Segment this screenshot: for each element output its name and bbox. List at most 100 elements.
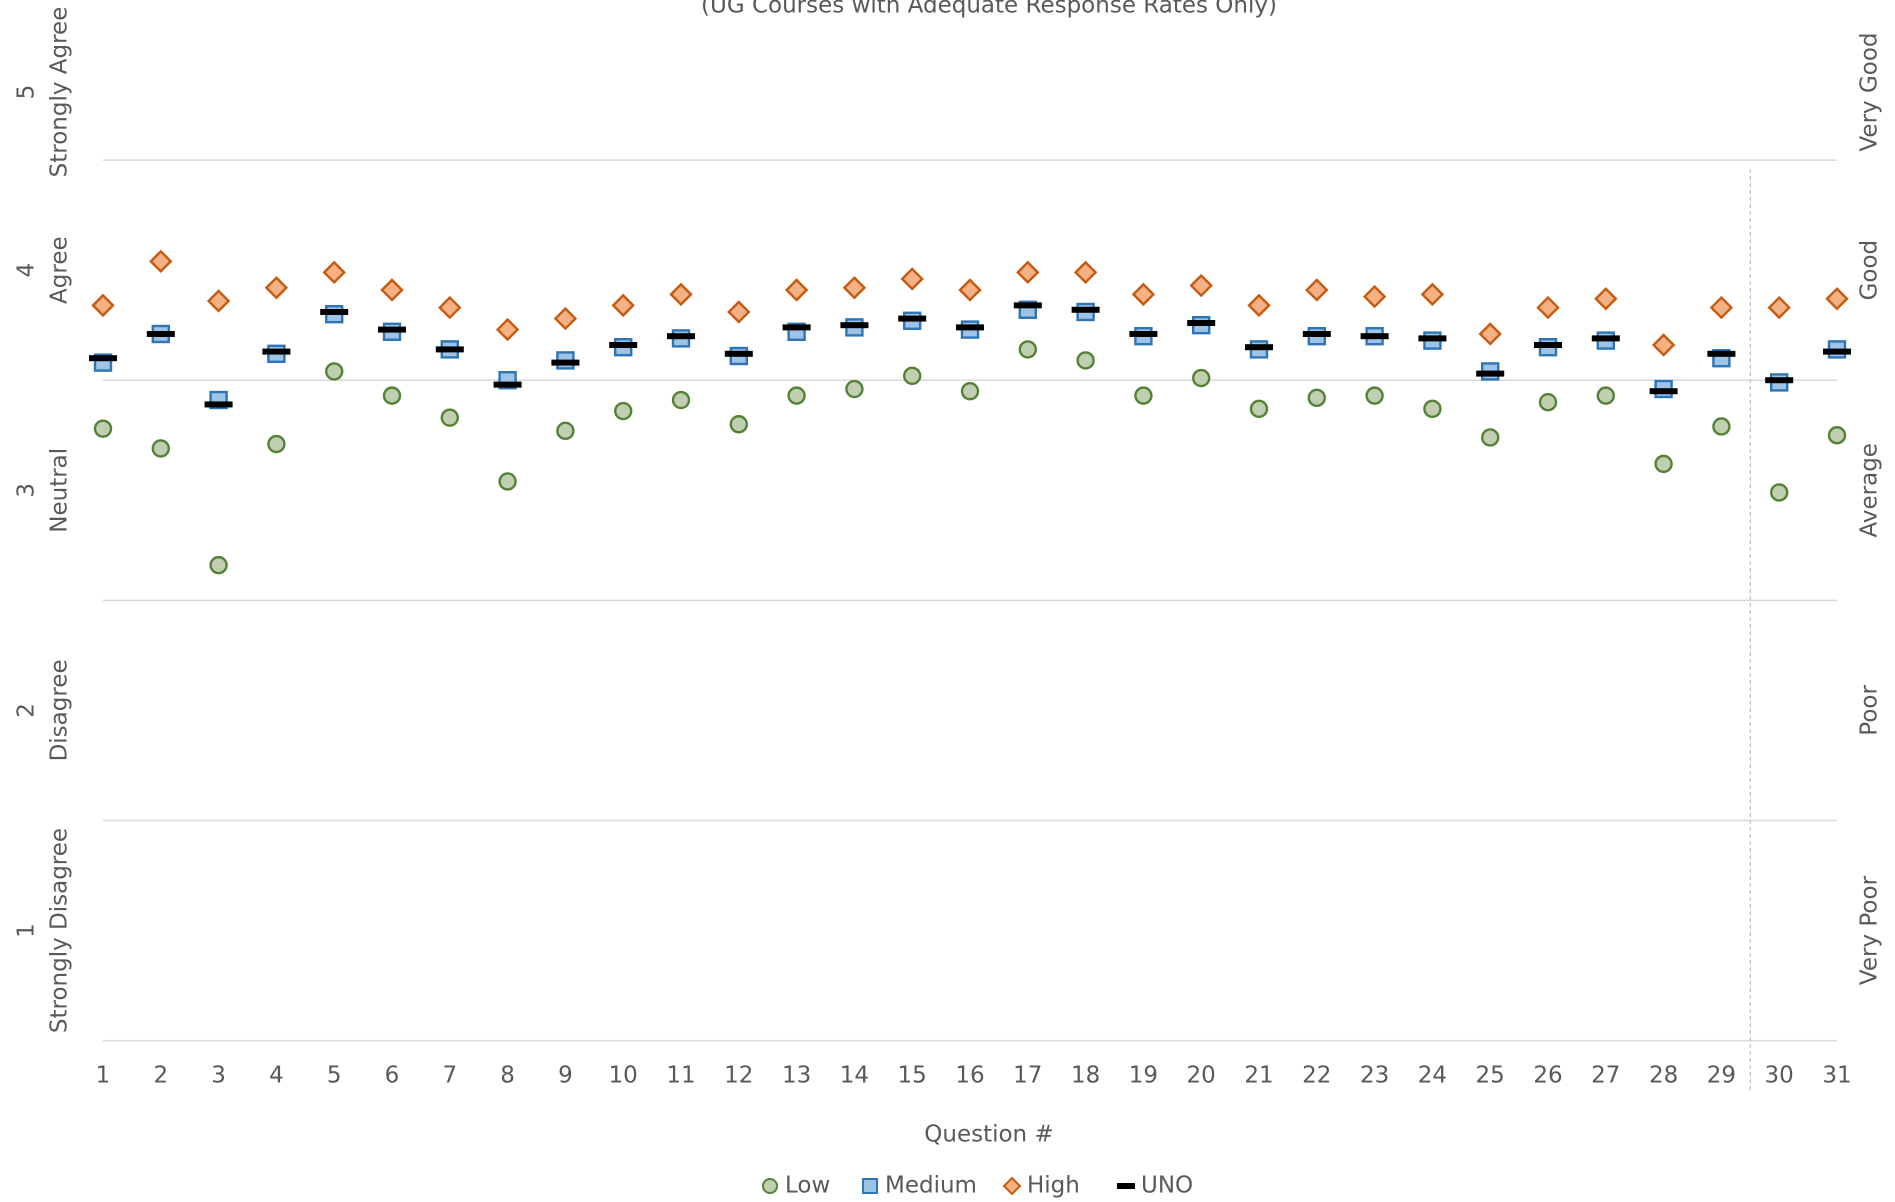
x-tick-label: 3 — [211, 1063, 226, 1089]
y2-label: Very Good — [1857, 32, 1883, 151]
marker-dash — [378, 326, 406, 333]
legend-item: High — [1002, 1173, 1080, 1199]
x-tick-label: 10 — [609, 1063, 638, 1089]
marker-dash — [840, 322, 869, 329]
y-tick-description: Neutral — [47, 448, 73, 533]
marker-dash — [1418, 335, 1447, 342]
marker-diamond — [1478, 322, 1502, 346]
marker-diamond — [149, 249, 173, 274]
y-tick-label: 1 — [14, 923, 40, 938]
marker-circle — [787, 386, 806, 405]
marker-diamond — [842, 276, 867, 300]
marker-diamond — [264, 276, 289, 300]
legend-item: UNO — [1117, 1173, 1193, 1199]
marker-diamond — [1420, 282, 1445, 307]
x-tick-label: 21 — [1244, 1063, 1273, 1089]
marker-diamond — [1016, 260, 1040, 285]
x-tick-label: 19 — [1129, 1063, 1158, 1089]
marker-dash — [435, 346, 464, 353]
marker-dash — [898, 315, 927, 322]
x-tick-label: 1 — [96, 1063, 111, 1089]
legend-label: UNO — [1141, 1173, 1193, 1199]
x-tick-label: 5 — [327, 1063, 342, 1089]
marker-circle — [1423, 399, 1442, 419]
x-tick-label: 28 — [1649, 1063, 1678, 1089]
marker-diamond — [784, 278, 809, 302]
marker-diamond — [1709, 295, 1734, 320]
marker-diamond — [727, 300, 751, 324]
marker-circle — [209, 555, 228, 575]
x-tick-label: 22 — [1302, 1063, 1331, 1089]
y-tick-description: Agree — [47, 236, 73, 304]
marker-dash — [262, 348, 291, 355]
marker-dash — [1649, 388, 1678, 395]
x-tick-label: 11 — [666, 1063, 695, 1089]
marker-diamond — [1825, 287, 1849, 311]
x-tick-label: 16 — [955, 1063, 984, 1089]
marker-circle — [614, 401, 633, 421]
y2-label: Good — [1857, 240, 1883, 301]
x-tick-label: 12 — [724, 1063, 753, 1089]
marker-circle — [151, 439, 171, 458]
marker-circle — [1134, 386, 1153, 405]
marker-circle — [1191, 368, 1211, 388]
marker-dash — [1129, 330, 1158, 337]
marker-diamond — [958, 278, 982, 302]
marker-circle — [1018, 340, 1038, 359]
marker-diamond — [1247, 293, 1271, 318]
marker-circle — [1712, 417, 1731, 436]
x-tick-label: 24 — [1418, 1063, 1447, 1089]
x-tick-label: 26 — [1533, 1063, 1562, 1089]
marker-dash — [204, 401, 233, 408]
y-tick-description: Disagree — [47, 659, 73, 761]
x-tick-label: 9 — [558, 1063, 573, 1089]
x-tick-label: 25 — [1476, 1063, 1505, 1089]
marker-diamond — [380, 278, 404, 302]
x-tick-label: 20 — [1187, 1063, 1216, 1089]
marker-circle — [1249, 399, 1269, 419]
marker-diamond — [206, 289, 231, 313]
marker-dash — [609, 341, 638, 348]
marker-circle — [1538, 393, 1558, 412]
marker-dash — [1591, 335, 1620, 342]
marker-circle — [1076, 351, 1095, 370]
marker-diamond — [553, 306, 578, 331]
x-tick-label: 15 — [898, 1063, 927, 1089]
marker-circle — [498, 472, 517, 491]
marker-dash — [956, 324, 984, 331]
y-tick-label: 3 — [14, 483, 40, 498]
x-tick-label: 13 — [782, 1063, 811, 1089]
marker-circle — [556, 421, 575, 441]
x-tick-label: 8 — [500, 1063, 515, 1089]
legend-marker — [1117, 1183, 1135, 1189]
y2-label: Poor — [1857, 685, 1883, 736]
marker-diamond — [1305, 278, 1329, 302]
marker-diamond — [1189, 273, 1213, 298]
x-tick-label: 23 — [1360, 1063, 1389, 1089]
x-tick-label: 14 — [840, 1063, 869, 1089]
x-tick-label: 17 — [1013, 1063, 1042, 1089]
marker-circle — [267, 434, 286, 454]
marker-circle — [960, 382, 980, 401]
legend-item: Low — [762, 1173, 830, 1199]
legend-label: Medium — [885, 1173, 977, 1199]
marker-dash — [724, 350, 753, 357]
marker-dash — [1476, 370, 1505, 377]
marker-diamond — [91, 293, 115, 318]
marker-circle — [93, 419, 113, 438]
y-tick-label: 5 — [14, 85, 40, 100]
x-tick-label: 2 — [153, 1063, 168, 1089]
marker-dash — [320, 308, 349, 315]
y2-label: Very Poor — [1857, 875, 1883, 985]
marker-dash — [1187, 319, 1216, 326]
y-tick-label: 4 — [14, 263, 40, 278]
y-tick-description: Strongly Disagree — [47, 828, 73, 1033]
marker-dash — [1707, 350, 1736, 357]
marker-circle — [1827, 426, 1847, 445]
marker-circle — [1365, 386, 1384, 405]
x-tick-label: 29 — [1707, 1063, 1736, 1089]
marker-diamond — [900, 267, 924, 291]
marker-diamond — [611, 293, 635, 318]
marker-circle — [845, 379, 864, 399]
